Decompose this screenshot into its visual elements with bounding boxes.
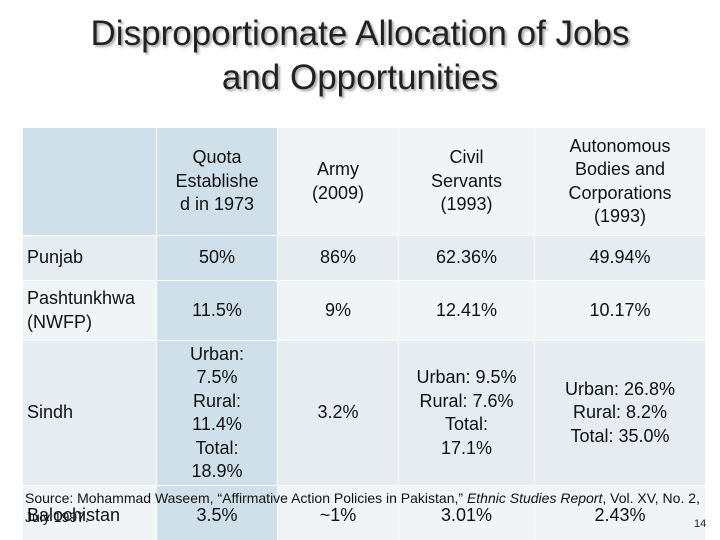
source-text: , Vol. XV, No. 2, July 1997. — [25, 490, 700, 525]
cell-line: d in 1973 — [179, 194, 255, 215]
cell-line: 3.5% — [196, 504, 238, 525]
cell-line: Balochistan — [27, 504, 121, 525]
cell-line: ~1% — [319, 504, 357, 525]
table-cell: 3.01% — [398, 485, 535, 540]
cell-line: Punjab — [27, 247, 84, 268]
cell-line: Total: — [444, 414, 489, 434]
table-cell — [22, 127, 157, 236]
source-note: Source: Mohammad Waseem, “Affirmative Ac… — [25, 489, 700, 527]
title-line: Disproportionate Allocation of Jobs — [90, 14, 630, 53]
table-cell: 50% — [156, 235, 278, 281]
cell-line: Servants — [430, 170, 503, 191]
cell-line: 7.5% — [196, 367, 238, 387]
table-cell: Army (2009) — [277, 127, 399, 236]
table-cell: 86% — [277, 235, 399, 281]
table-cell: 3.5% — [156, 485, 278, 540]
cell-line: 17.1% — [440, 437, 493, 458]
cell-line: 11.4% — [192, 414, 242, 434]
data-table: Quota Establishe d in 1973 Army (2009) Civil S… — [22, 127, 706, 540]
cell-line: 3.2% — [317, 402, 359, 423]
table-cell: 62.36% — [398, 235, 535, 281]
table-cell: 10.17% — [534, 280, 706, 341]
table-cell: Balochistan — [22, 485, 157, 540]
cell-line: Civil — [449, 147, 484, 168]
source-journal: Ethnic Studies Report — [466, 490, 603, 506]
table-cell: Sindh — [22, 340, 157, 486]
cell-line: 86% — [319, 247, 357, 268]
cell-line: 49.94% — [589, 247, 651, 268]
table-cell: Civil Servants (1993) — [398, 127, 535, 236]
cell-line: 12.41% — [435, 299, 498, 320]
table-row: Balochistan 3.5% ~1% 3.01% 2.43% — [22, 485, 706, 540]
cell-line: 2.43% — [594, 504, 646, 525]
cell-line: 62.36% — [435, 247, 498, 268]
table-cell: Autonomous Bodies and Corporations (1993) — [534, 127, 706, 236]
table-cell: Urban: 26.8% Rural: 8.2% Total: 35.0% — [534, 340, 706, 486]
table-row: Sindh Urban: 7.5% Rural: 11.4% Total: 18.9% 3.2… — [22, 340, 706, 486]
page-number: 14 — [694, 518, 707, 530]
cell-line: 50% — [198, 247, 236, 268]
cell-line: Autonomous — [569, 135, 671, 156]
table-row: Punjab 50% 86% 62.36% 49.94% — [22, 235, 706, 281]
cell-line: Urban: — [189, 343, 245, 364]
header-row: Quota Establishe d in 1973 Army (2009) Civil S… — [22, 127, 706, 236]
cell-line: 10.17% — [589, 299, 651, 320]
cell-line: Army — [317, 159, 359, 179]
cell-line: Urban: 26.8% — [564, 378, 676, 399]
table-cell: Urban: 9.5% Rural: 7.6% Total: 17.1% — [398, 340, 535, 486]
cell-line: 3.01% — [440, 504, 493, 525]
table-cell: ~1% — [277, 485, 399, 540]
table-cell: 2.43% — [534, 485, 706, 540]
cell-line: (1993) — [593, 206, 647, 226]
cell-line: Bodies and — [574, 159, 666, 179]
table-cell: 49.94% — [534, 235, 706, 281]
table-cell: 11.5% — [156, 280, 278, 341]
cell-line: Urban: 9.5% — [416, 367, 517, 387]
title-line: and Opportunities — [221, 58, 499, 97]
table-cell: Urban: 7.5% Rural: 11.4% Total: 18.9% — [156, 340, 278, 486]
table-cell: Punjab — [22, 235, 157, 281]
cell-line: 11.5% — [192, 299, 242, 320]
cell-line: Corporations — [568, 182, 672, 203]
cell-line: Sindh — [27, 402, 74, 423]
cell-line: (NWFP) — [27, 311, 92, 332]
cell-line: Establishe — [175, 170, 259, 191]
cell-line: Rural: 7.6% — [419, 390, 514, 411]
slide-title: Disproportionate Allocation of Jobs and … — [0, 12, 720, 100]
cell-line: Pashtunkhwa — [27, 288, 136, 308]
table-row: Pashtunkhwa (NWFP) 11.5% 9% 12.41% 10.17% — [22, 280, 706, 341]
source-text: Source: Mohammad Waseem, “Affirmative Ac… — [25, 490, 467, 506]
cell-line: 9% — [324, 299, 351, 320]
cell-line: (1993) — [440, 194, 493, 215]
table-cell: 9% — [277, 280, 399, 341]
cell-line: 18.9% — [191, 461, 243, 481]
table-cell: Pashtunkhwa (NWFP) — [22, 280, 157, 341]
table-cell: 12.41% — [398, 280, 535, 341]
cell-line: Rural: — [192, 390, 241, 411]
cell-line: (2009) — [311, 182, 365, 203]
cell-line: Quota — [192, 147, 242, 168]
table-cell: 3.2% — [277, 340, 399, 486]
cell-line: Total: — [195, 437, 239, 458]
cell-line: Total: 35.0% — [570, 425, 670, 446]
table-cell: Quota Establishe d in 1973 — [156, 127, 278, 236]
cell-line: Rural: 8.2% — [572, 402, 668, 423]
